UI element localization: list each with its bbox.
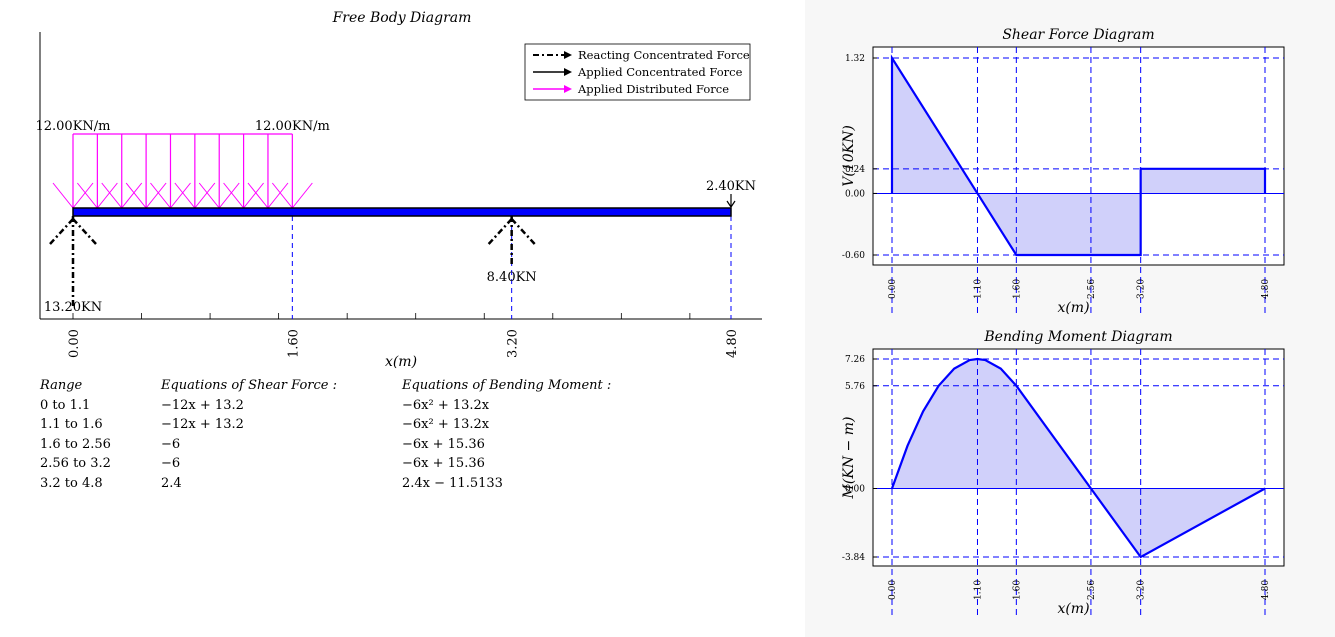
row-moment: −6x + 15.36 [402, 436, 485, 452]
distributed-load-arrowhead [198, 182, 220, 209]
distributed-load-arrowhead [96, 182, 118, 209]
fbd-x-label: x(m) [385, 354, 417, 370]
reaction-arrowhead [487, 218, 513, 245]
distributed-load-arrowhead [125, 182, 147, 209]
distributed-load-arrowhead [291, 182, 313, 209]
row-moment: −6x² + 13.2x [402, 397, 490, 413]
distributed-load-arrowhead [271, 182, 293, 209]
fbd-tick-label: 0.00 [67, 329, 82, 358]
distributed-load-arrowhead [194, 182, 216, 209]
row-shear: −12x + 13.2 [161, 417, 244, 432]
distributed-load-arrowhead [145, 182, 167, 209]
reaction-arrowhead [49, 218, 74, 245]
fbd-title: Free Body Diagram [332, 10, 472, 26]
distributed-load-arrowhead [150, 182, 171, 209]
reaction-arrowhead [72, 218, 97, 245]
reaction-label: 8.40KN [487, 270, 537, 285]
distributed-load-arrowhead [72, 182, 94, 209]
fbd-tick-label: 1.60 [286, 329, 301, 358]
row-range: 1.6 to 2.56 [40, 436, 111, 452]
header-shear: Equations of Shear Force : [161, 378, 337, 393]
fbd-tick-label: 3.20 [506, 329, 521, 358]
distributed-load-arrowhead [247, 182, 269, 209]
point-load-label: 2.40KN [706, 179, 756, 194]
free-body-diagram: Free Body Diagram 0.00 1.60 3.20 4.80 12.00K… [35, 10, 762, 370]
row-moment: −6x² + 13.2x [402, 417, 490, 432]
distributed-load-arrowhead [170, 182, 191, 209]
row-range: 2.56 to 3.2 [40, 456, 111, 471]
reaction-arrowhead [510, 218, 536, 245]
distributed-load-end-label: 12.00KN/m [255, 119, 330, 134]
right-panel-background [805, 0, 1335, 637]
distributed-load-arrowhead [76, 182, 98, 209]
legend-distributed-label: Applied Distributed Force [577, 82, 729, 96]
row-moment: −6x + 15.36 [402, 456, 485, 471]
row-moment: 2.4x − 11.5133 [402, 475, 503, 491]
row-shear: −6 [161, 436, 181, 452]
distributed-load-arrowhead [174, 182, 196, 209]
row-shear: −6 [161, 456, 181, 471]
distributed-load-arrowhead [101, 182, 123, 209]
reaction-label: 13.20KN [44, 300, 102, 315]
row-shear: 2.4 [161, 475, 182, 491]
header-moment: Equations of Bending Moment : [402, 378, 612, 393]
legend-applied-label: Applied Concentrated Force [577, 65, 743, 79]
row-range: 0 to 1.1 [40, 397, 91, 413]
row-shear: −12x + 13.2 [161, 397, 244, 413]
beam [72, 207, 732, 217]
row-range: 1.1 to 1.6 [40, 417, 103, 432]
distributed-load-arrowhead [223, 182, 244, 209]
distributed-load-arrowhead [121, 182, 143, 209]
header-range: Range [40, 378, 83, 393]
fbd-tick-label: 4.80 [725, 329, 740, 358]
distributed-load-arrowhead [243, 182, 264, 209]
row-range: 3.2 to 4.8 [40, 475, 103, 491]
legend-reacting-label: Reacting Concentrated Force [578, 48, 750, 62]
distributed-load-start-label: 12.00KN/m [35, 119, 110, 134]
distributed-load-arrowhead [267, 182, 289, 209]
fbd-legend: Reacting Concentrated Force Applied Conc… [524, 43, 751, 101]
distributed-load-arrowhead [52, 182, 74, 209]
point-load-arrowhead [726, 200, 736, 209]
distributed-load-arrowhead [218, 182, 240, 209]
